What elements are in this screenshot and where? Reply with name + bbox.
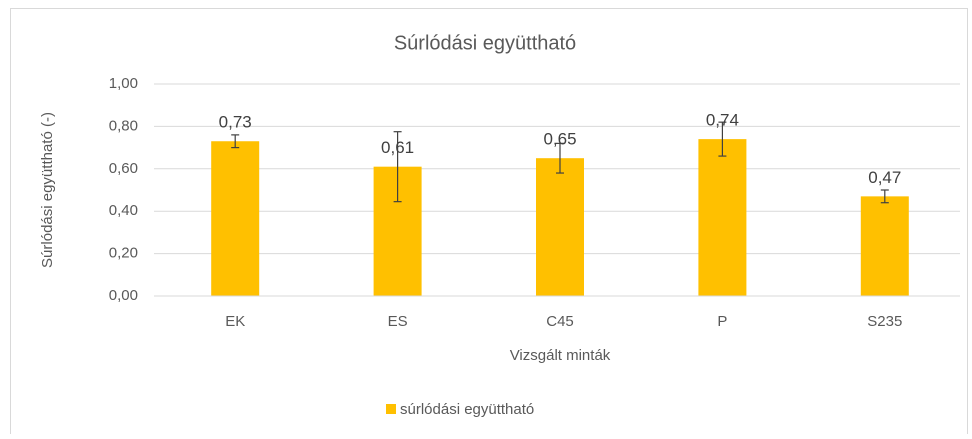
bar [860, 196, 909, 296]
x-tick-label: S235 [867, 313, 902, 330]
x-tick-label: EK [225, 313, 245, 330]
legend-label: súrlódási együttható [400, 401, 534, 418]
data-label: 0,65 [543, 130, 576, 149]
y-tick-label: 0,20 [109, 245, 138, 262]
y-tick-label: 0,60 [109, 160, 138, 177]
chart-border [10, 8, 968, 439]
y-tick-label: 0,00 [109, 287, 138, 304]
bar [698, 139, 747, 296]
x-tick-label: C45 [546, 313, 574, 330]
data-label: 0,73 [219, 113, 252, 132]
x-axis-label: Vizsgált minták [510, 347, 611, 364]
y-tick-label: 0,40 [109, 202, 138, 219]
data-label: 0,74 [706, 111, 739, 130]
bar [536, 158, 584, 296]
x-tick-label: ES [388, 313, 408, 330]
data-label: 0,61 [381, 138, 414, 157]
legend-swatch [386, 404, 396, 414]
y-tick-label: 1,00 [109, 75, 138, 92]
data-label: 0,47 [868, 168, 901, 187]
chart-title: Súrlódási együttható [394, 32, 576, 54]
y-axis-label: Súrlódási együttható (-) [39, 112, 56, 268]
bar [211, 141, 260, 296]
x-tick-label: P [717, 313, 727, 330]
y-tick-label: 0,80 [109, 117, 138, 134]
